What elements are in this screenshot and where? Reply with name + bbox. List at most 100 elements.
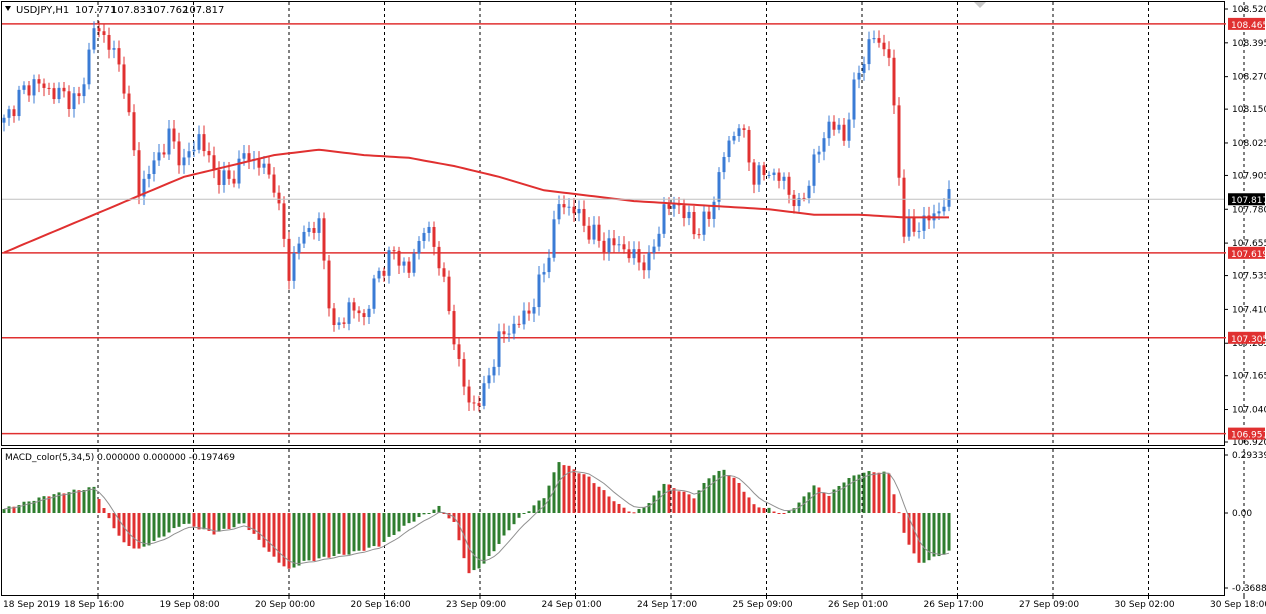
price-tick-label: 107.165 xyxy=(1232,372,1266,382)
macd-bar xyxy=(482,513,486,564)
price-tick-label: 107.535 xyxy=(1232,272,1266,282)
macd-bar xyxy=(227,513,231,530)
candle-body xyxy=(717,172,721,202)
candle-body xyxy=(327,260,331,309)
candle-body xyxy=(902,177,906,237)
candle-body xyxy=(242,153,246,159)
candle-body xyxy=(497,331,501,367)
candle-body xyxy=(82,84,86,97)
candle-body xyxy=(457,344,461,359)
vertical-grid xyxy=(97,2,1245,595)
price-tick-label: 106.920 xyxy=(1232,438,1266,448)
candle-body xyxy=(922,215,926,231)
macd-bar xyxy=(377,513,381,547)
candle-body xyxy=(577,208,581,214)
candle-body xyxy=(477,403,481,406)
candle-body xyxy=(102,31,106,35)
candle-body xyxy=(787,176,791,195)
ohlc-close: 107.817 xyxy=(183,5,224,16)
candle-body xyxy=(47,87,51,89)
macd-bar xyxy=(417,513,421,518)
macd-bar xyxy=(807,492,811,513)
macd-bar xyxy=(647,503,651,513)
time-label: 30 Sep 02:00 xyxy=(1115,600,1175,610)
candle-body xyxy=(892,57,896,106)
candle-body xyxy=(197,134,201,150)
macd-bar xyxy=(872,472,876,513)
macd-bar xyxy=(847,478,851,513)
level-price-label: 107.305 xyxy=(1231,335,1266,345)
macd-bar xyxy=(112,513,116,529)
candle-body xyxy=(262,163,266,168)
candle-body xyxy=(702,211,706,235)
candle-body xyxy=(652,246,656,253)
macd-bar xyxy=(137,513,141,549)
candle-body xyxy=(2,117,6,123)
macd-bar xyxy=(362,513,366,551)
candle-body xyxy=(557,204,561,220)
time-label: 24 Sep 17:00 xyxy=(637,600,697,610)
macd-bar xyxy=(152,513,156,541)
macd-bar xyxy=(747,497,751,513)
macd-bar xyxy=(817,487,821,513)
macd-bar xyxy=(242,513,246,524)
candle-body xyxy=(37,79,41,84)
price-tick-label: 107.655 xyxy=(1232,239,1266,249)
macd-bar xyxy=(347,513,351,555)
shift-marker-icon[interactable] xyxy=(974,2,986,8)
candle-body xyxy=(562,204,566,208)
ohlc-low: 107.762 xyxy=(147,5,188,16)
candle-body xyxy=(547,257,551,273)
candle-body xyxy=(812,154,816,186)
macd-bar xyxy=(517,513,521,518)
candle-body xyxy=(472,402,476,404)
dropdown-triangle-icon[interactable] xyxy=(5,6,11,11)
time-axis[interactable]: 18 Sep 2019 18 Sep 16:00 19 Sep 08:00 20 Se… xyxy=(3,595,1266,610)
candle-body xyxy=(282,203,286,239)
macd-bar xyxy=(777,513,781,514)
price-axis[interactable]: 108.520 108.395 108.270 108.150 108.025 107.9… xyxy=(1224,5,1266,448)
macd-bar xyxy=(147,513,151,546)
candle-body xyxy=(867,39,871,65)
macd-bar xyxy=(397,513,401,532)
macd-bar xyxy=(567,465,571,513)
macd-bar xyxy=(637,509,641,513)
macd-bar xyxy=(502,513,506,536)
horizontal-levels[interactable] xyxy=(2,23,1226,435)
macd-bar xyxy=(902,513,906,533)
macd-bar xyxy=(752,504,756,513)
candle-body xyxy=(607,238,611,253)
candle-body xyxy=(27,85,31,96)
macd-bar xyxy=(947,513,951,551)
macd-bar xyxy=(427,513,431,514)
candle-body xyxy=(132,112,136,151)
candle-body xyxy=(117,48,121,65)
macd-bar xyxy=(742,491,746,513)
macd-bar xyxy=(262,513,266,548)
macd-tick-label: 0.00 xyxy=(1232,509,1252,519)
price-tick-label: 107.780 xyxy=(1232,205,1266,215)
price-tick-label: 107.285 xyxy=(1232,339,1266,349)
macd-bar xyxy=(562,465,566,513)
candle-body xyxy=(182,157,186,166)
candle-body xyxy=(432,226,436,247)
time-label: 24 Sep 01:00 xyxy=(542,600,602,610)
candle-body xyxy=(207,151,211,156)
time-label: 23 Sep 09:00 xyxy=(446,600,506,610)
candle-body xyxy=(297,243,301,253)
candle-body xyxy=(267,163,271,175)
candle-body xyxy=(202,134,206,152)
time-label: 20 Sep 00:00 xyxy=(255,600,315,610)
macd-bar xyxy=(437,505,441,513)
time-label: 19 Sep 08:00 xyxy=(160,600,220,610)
candle-body xyxy=(167,128,171,155)
symbol-name: USDJPY,H1 xyxy=(16,5,69,16)
macd-bar xyxy=(782,513,786,514)
candle-body xyxy=(612,238,616,246)
candle-body xyxy=(732,136,736,141)
macd-bar xyxy=(557,462,561,513)
macd-bar xyxy=(367,513,371,548)
time-label: 26 Sep 17:00 xyxy=(924,600,984,610)
